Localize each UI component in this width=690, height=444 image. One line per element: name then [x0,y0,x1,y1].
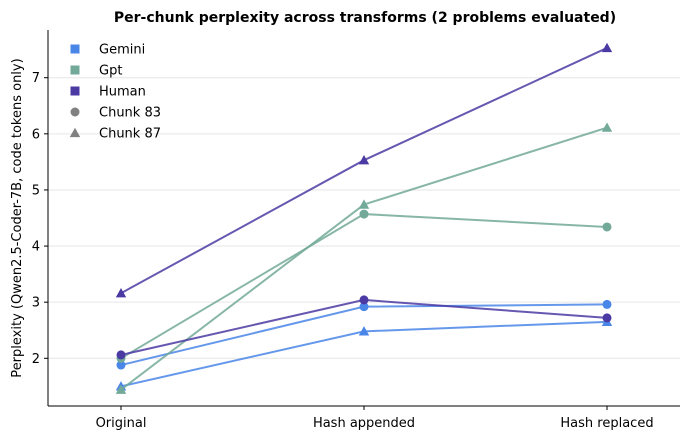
y-axis-label: Perplexity (Qwen2.5-Coder-7B, code token… [10,58,25,377]
series-gemini-chunk-83-point-original [116,360,126,370]
y-tick-label-4: 4 [32,240,40,255]
series-group [115,42,613,394]
series-gemini-chunk-87-point-hash-appended [358,326,370,336]
series-gemini-chunk-83 [116,299,612,370]
series-gpt-chunk-87-point-original [115,384,127,394]
series-gemini-chunk-87 [115,316,613,391]
series-human-chunk-87-point-original [115,288,127,298]
series-gpt-chunk-87-line [120,126,608,391]
y-tick-label-7: 7 [32,71,40,86]
legend: Gemini Gpt Human Chunk 83 Chunk 87 [69,43,161,142]
legend-item-gemini: Gemini [70,43,145,58]
series-human-chunk-83 [116,295,612,360]
legend-marker-chunk-83 [70,107,80,117]
x-tick-label-original: Original [96,416,147,431]
legend-swatch-gemini [70,44,80,54]
series-human-chunk-83-point-hash-replaced [602,313,612,323]
series-human-chunk-87-line [120,47,608,295]
legend-item-gpt: Gpt [70,64,122,79]
y-tick-label-6: 6 [32,127,40,142]
series-human-chunk-83-point-hash-appended [359,295,369,305]
series-gemini-chunk-83-point-hash-appended [359,302,369,312]
series-gemini-chunk-83-point-hash-replaced [602,299,612,309]
series-gpt-chunk-83-point-hash-appended [359,209,369,219]
series-human-chunk-87 [115,42,613,298]
legend-label-human: Human [99,85,146,100]
legend-swatch-gpt [70,65,80,75]
x-tick-label-hash-replaced: Hash replaced [560,416,653,431]
legend-label-chunk-83: Chunk 83 [99,106,161,121]
legend-item-human: Human [70,85,146,100]
series-gpt-chunk-87 [115,122,613,394]
y-tick-label-5: 5 [32,183,40,198]
legend-label-gemini: Gemini [99,43,145,58]
series-gpt-chunk-87-point-hash-replaced [601,122,613,132]
ticks: 2 3 4 5 6 7 Original Hash appended Hash replaced [32,71,654,431]
legend-marker-chunk-87 [69,127,81,138]
legend-swatch-human [70,86,80,96]
x-tick-label-hash-appended: Hash appended [313,416,415,431]
legend-label-gpt: Gpt [99,64,122,79]
series-human-chunk-83-point-original [116,350,126,360]
chart-title: Per-chunk perplexity across transforms (… [114,10,616,26]
legend-item-chunk-83: Chunk 83 [70,106,161,121]
series-human-chunk-87-point-hash-replaced [601,42,613,53]
grid-lines [48,77,680,359]
y-tick-label-2: 2 [32,352,40,367]
series-gpt-chunk-87-point-hash-appended [358,199,370,209]
legend-item-chunk-87: Chunk 87 [69,127,161,142]
legend-label-chunk-87: Chunk 87 [99,127,161,142]
series-gpt-chunk-83-point-hash-replaced [602,222,612,232]
series-human-chunk-87-point-hash-appended [358,154,370,165]
y-tick-label-3: 3 [32,296,40,311]
series-gpt-chunk-83-line [120,213,608,360]
